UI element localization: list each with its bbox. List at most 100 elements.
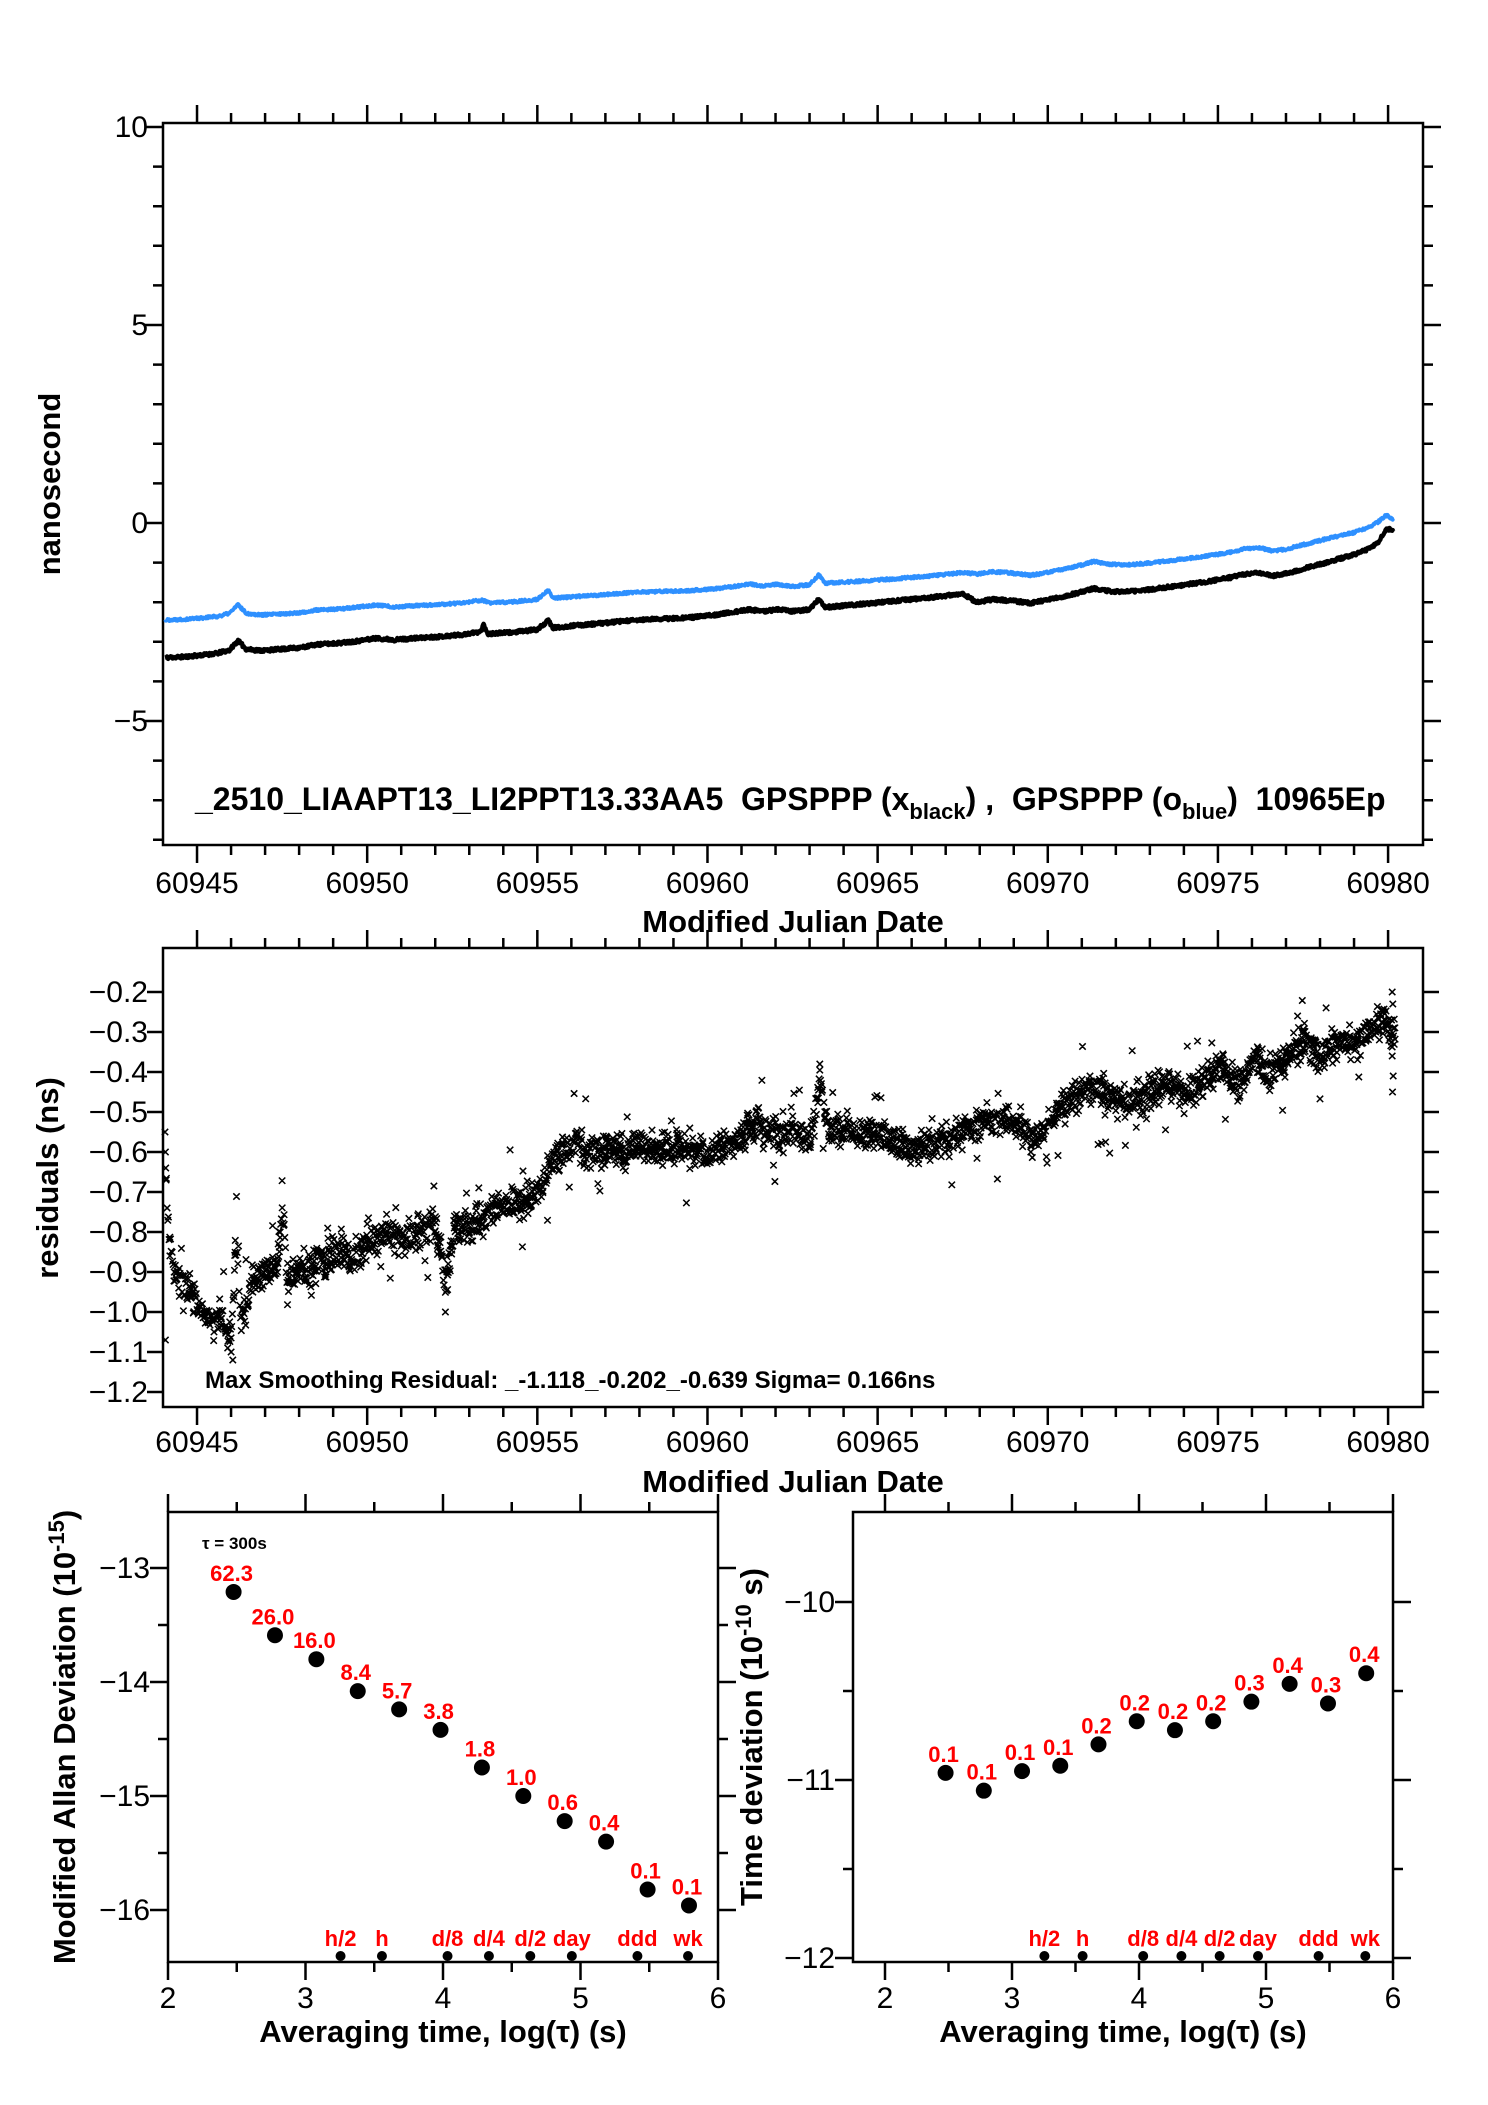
panel-mdev: 2 3 4 5 6 −13 −14 −15 −16 62.3 26.016.08.4 5.7 3.8 1… bbox=[44, 1494, 736, 2049]
tdev-point bbox=[1243, 1693, 1260, 1710]
mdev-value-label: 3.8 bbox=[423, 1699, 454, 1724]
tdev-point bbox=[937, 1764, 954, 1781]
mdev-point bbox=[598, 1833, 615, 1850]
tau-mark-label: day bbox=[553, 1926, 592, 1951]
x-tick-label: 60950 bbox=[325, 867, 408, 900]
tdev-point bbox=[1166, 1722, 1183, 1739]
y-tick-label: −12 bbox=[784, 1942, 835, 1975]
x-tick-label: 60970 bbox=[1006, 1426, 1089, 1459]
tdev-value-label: 0.1 bbox=[928, 1742, 959, 1767]
axis-ticks bbox=[835, 1494, 1411, 1980]
mdev-point bbox=[556, 1813, 573, 1830]
mdev-point bbox=[308, 1651, 325, 1668]
mdev-value-label: 1.0 bbox=[506, 1765, 537, 1790]
x-tick-label: 60950 bbox=[325, 1426, 408, 1459]
tau-mark-label: d/8 bbox=[1127, 1926, 1159, 1951]
phase-legend: GPSPPP (xblack) , GPSPPP (oblue) 10965Ep bbox=[741, 781, 1386, 824]
x-tick-label: 6 bbox=[710, 1982, 727, 2015]
tdev-value-label: 0.4 bbox=[1272, 1653, 1303, 1678]
residuals-annotation: Max Smoothing Residual: _-1.118_-0.202_-… bbox=[205, 1367, 935, 1394]
tdev-points-group: 0.1 0.1 0.1 0.1 0.2 0.2 0.2 0.2 0.3 0.4 0.3 0.4 h/2 h… bbox=[928, 1642, 1381, 1961]
y-tick-label: −0.3 bbox=[89, 1016, 148, 1049]
tau-mark-label: wk bbox=[1350, 1926, 1381, 1951]
tau-mark-dot bbox=[525, 1951, 536, 1961]
mdev-point bbox=[680, 1897, 697, 1914]
tdev-value-label: 0.1 bbox=[967, 1760, 998, 1785]
x-tick-label: 3 bbox=[297, 1982, 314, 2015]
x-tick-label: 2 bbox=[160, 1982, 177, 2015]
phase-title: _2510_LIAAPT13_LI2PPT13.33AA5 bbox=[194, 781, 723, 817]
tau-mark-label: day bbox=[1239, 1926, 1278, 1951]
tdev-ylabel-sup: -10 bbox=[731, 1604, 756, 1636]
tau-mark-label: d/4 bbox=[1166, 1926, 1199, 1951]
tdev-value-label: 0.1 bbox=[1043, 1735, 1074, 1760]
panel-tdev: 2 3 4 5 6−10−11−12 0.10.10.1 0.10.20.2 0.2 0.20… bbox=[731, 1494, 1411, 2049]
x-tick-label: 3 bbox=[1004, 1982, 1021, 2015]
tau-mark-label: ddd bbox=[617, 1926, 657, 1951]
tdev-xlabel: Averaging time, log(τ) (s) bbox=[939, 2014, 1307, 2049]
x-tick-label: 60970 bbox=[1006, 867, 1089, 900]
phase-xlabel: Modified Julian Date bbox=[642, 904, 943, 939]
mdev-value-label: 8.4 bbox=[340, 1660, 371, 1685]
tdev-value-label: 0.2 bbox=[1196, 1690, 1227, 1715]
y-tick-label: −1.2 bbox=[89, 1376, 148, 1409]
tau-mark-label: wk bbox=[672, 1926, 703, 1951]
tdev-value-label: 0.4 bbox=[1349, 1642, 1380, 1667]
tau-mark-dot bbox=[1214, 1951, 1225, 1961]
y-tick-label: −1.0 bbox=[89, 1296, 148, 1329]
tau-mark-dot bbox=[1077, 1951, 1088, 1961]
tau-mark-dot bbox=[1252, 1951, 1263, 1961]
x-tick-label: 6 bbox=[1385, 1982, 1402, 2015]
mdev-points-group: 62.3 26.016.08.4 5.7 3.8 1.8 1.0 0.6 0.4 0.1 0.1 h… bbox=[210, 1561, 703, 1961]
mdev-axes: 2 3 4 5 6 −13 −14 −15 −16 bbox=[99, 1494, 736, 2015]
tau-mark-dot bbox=[1176, 1951, 1187, 1961]
mdev-xlabel: Averaging time, log(τ) (s) bbox=[259, 2014, 627, 2049]
tdev-point bbox=[1319, 1695, 1336, 1712]
residuals-xlabel: Modified Julian Date bbox=[642, 1464, 943, 1499]
tau-mark-label: d/4 bbox=[473, 1926, 506, 1951]
tau-mark-label: ddd bbox=[1298, 1926, 1338, 1951]
x-tick-label: 4 bbox=[435, 1982, 452, 2015]
phase-series-group bbox=[163, 512, 1396, 662]
mdev-value-label: 26.0 bbox=[252, 1604, 295, 1629]
y-tick-label: −0.7 bbox=[89, 1176, 148, 1209]
y-tick-label: −0.5 bbox=[89, 1096, 148, 1129]
y-tick-label: −0.4 bbox=[89, 1056, 148, 1089]
x-tick-label: 60955 bbox=[496, 867, 579, 900]
tau-mark-dot bbox=[683, 1951, 694, 1961]
series-blue-o bbox=[163, 512, 1395, 623]
y-tick-label: −16 bbox=[99, 1894, 150, 1927]
plot-box bbox=[851, 1510, 1395, 1964]
tdev-ylabel-pre: Time deviation (10 bbox=[734, 1636, 769, 1906]
x-tick-label: 60975 bbox=[1176, 1426, 1259, 1459]
axis-ticks bbox=[150, 1494, 736, 1980]
mdev-point bbox=[349, 1683, 366, 1700]
mdev-point bbox=[639, 1881, 656, 1898]
phase-legend-pre: GPSPPP (x bbox=[741, 781, 910, 817]
phase-ylabel: nanosecond bbox=[32, 393, 67, 576]
x-tick-label: 60975 bbox=[1176, 867, 1259, 900]
phase-legend-mid: ) , GPSPPP (o bbox=[966, 781, 1182, 817]
mdev-point bbox=[473, 1759, 490, 1776]
mdev-value-label: 16.0 bbox=[293, 1628, 336, 1653]
x-tick-label: 60965 bbox=[836, 1426, 919, 1459]
mdev-point bbox=[432, 1721, 449, 1738]
axis-ticks bbox=[147, 930, 1439, 1425]
tdev-value-label: 0.2 bbox=[1119, 1690, 1150, 1715]
mdev-tau-annotation: τ = 300s bbox=[202, 1534, 267, 1553]
y-tick-label: −1.1 bbox=[89, 1336, 148, 1369]
y-tick-label: 5 bbox=[131, 309, 148, 342]
tau-mark-dot bbox=[376, 1951, 387, 1961]
phase-legend-sub-black: black bbox=[909, 799, 966, 824]
mdev-value-label: 1.8 bbox=[465, 1737, 496, 1762]
mdev-point bbox=[225, 1583, 242, 1600]
residuals-x-markers bbox=[161, 988, 1399, 1364]
residuals-ylabel: residuals (ns) bbox=[30, 1077, 65, 1279]
tau-mark-dot bbox=[1313, 1951, 1324, 1961]
y-tick-label: 10 bbox=[115, 111, 148, 144]
tau-mark-label: d/2 bbox=[1204, 1926, 1236, 1951]
y-tick-label: −0.6 bbox=[89, 1136, 148, 1169]
tau-mark-label: h/2 bbox=[325, 1926, 357, 1951]
tau-mark-dot bbox=[442, 1951, 453, 1961]
